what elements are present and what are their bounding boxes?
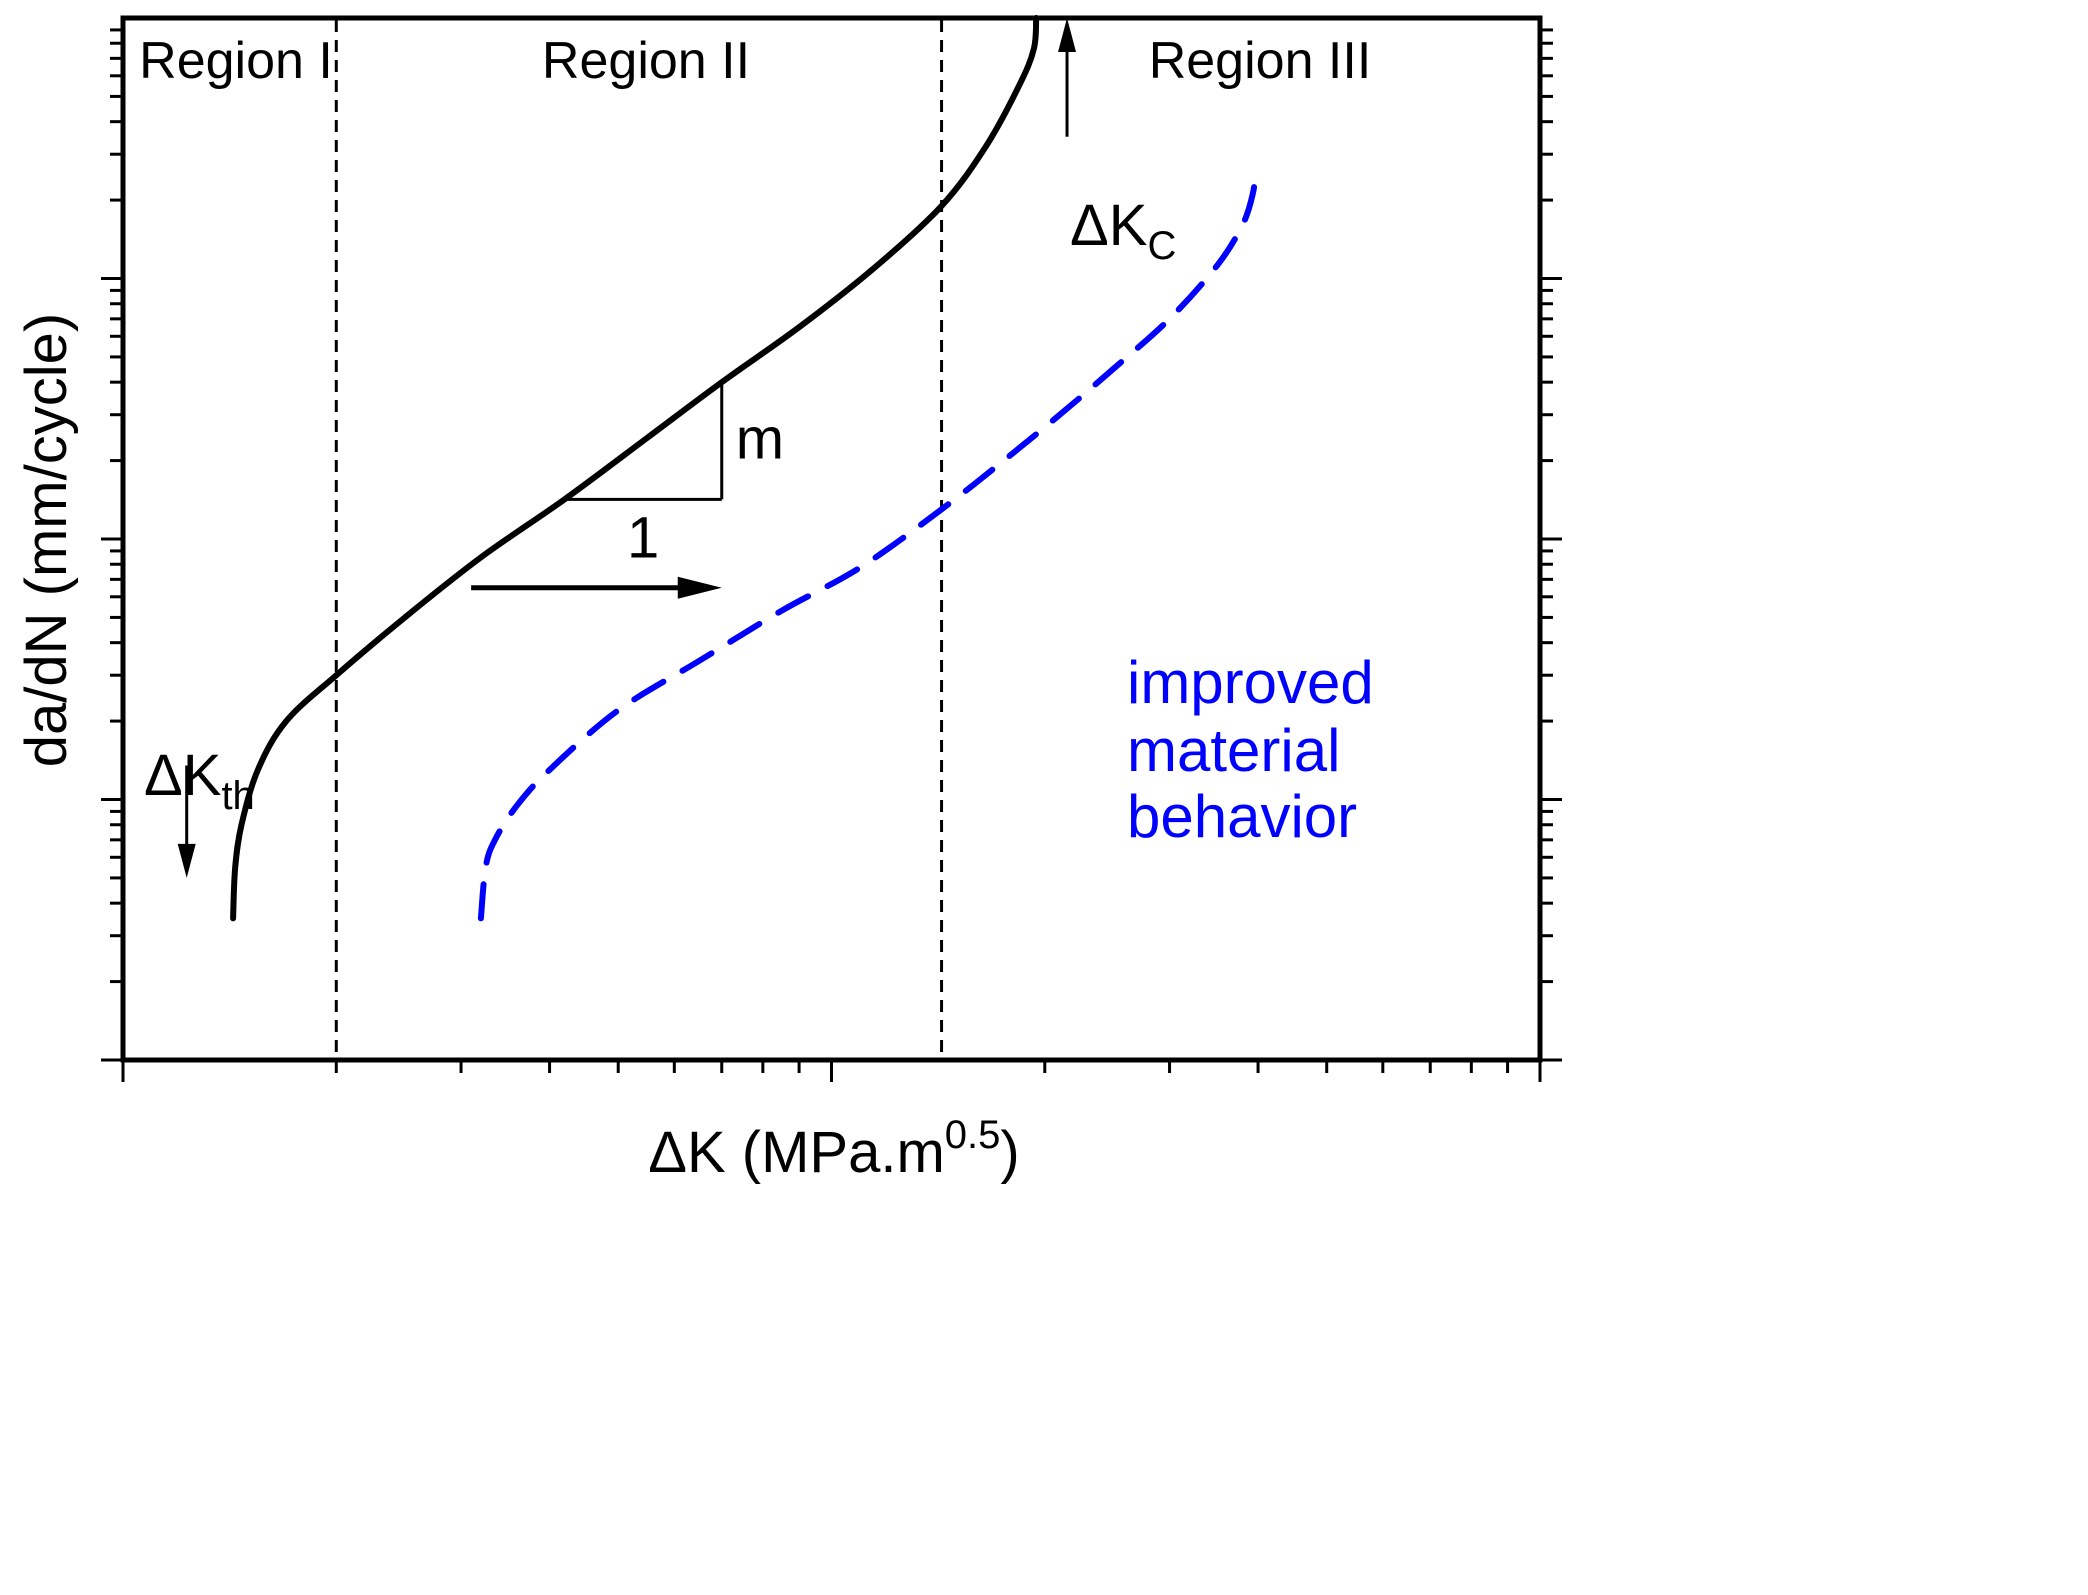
- dkc-arrow-head: [1058, 18, 1077, 52]
- baseline-curve: [230, 15, 1040, 922]
- improved-material-curve: [477, 163, 1260, 922]
- dkc-label: ΔKC: [1070, 193, 1176, 268]
- shift-arrow-head: [677, 576, 722, 599]
- axis-ticks: [101, 28, 1562, 1082]
- region-2-label: Region II: [542, 32, 750, 90]
- improved-label-line-2: material: [1127, 717, 1340, 784]
- slope-rise-label: m: [736, 407, 784, 472]
- plot-frame: [120, 15, 1543, 1063]
- region-1-label: Region I: [139, 32, 333, 90]
- dkth-arrow-head: [177, 843, 196, 878]
- improved-label-line-1: improved: [1127, 649, 1374, 716]
- slope-run-label: 1: [627, 505, 659, 570]
- dkth-label: ΔKth: [144, 743, 255, 818]
- improved-label-line-3: behavior: [1127, 783, 1357, 850]
- y-axis-title: da/dN (mm/cycle): [14, 313, 79, 767]
- region-3-label: Region III: [1149, 32, 1372, 90]
- x-axis-title: ΔK (MPa.m0.5): [648, 1113, 1019, 1185]
